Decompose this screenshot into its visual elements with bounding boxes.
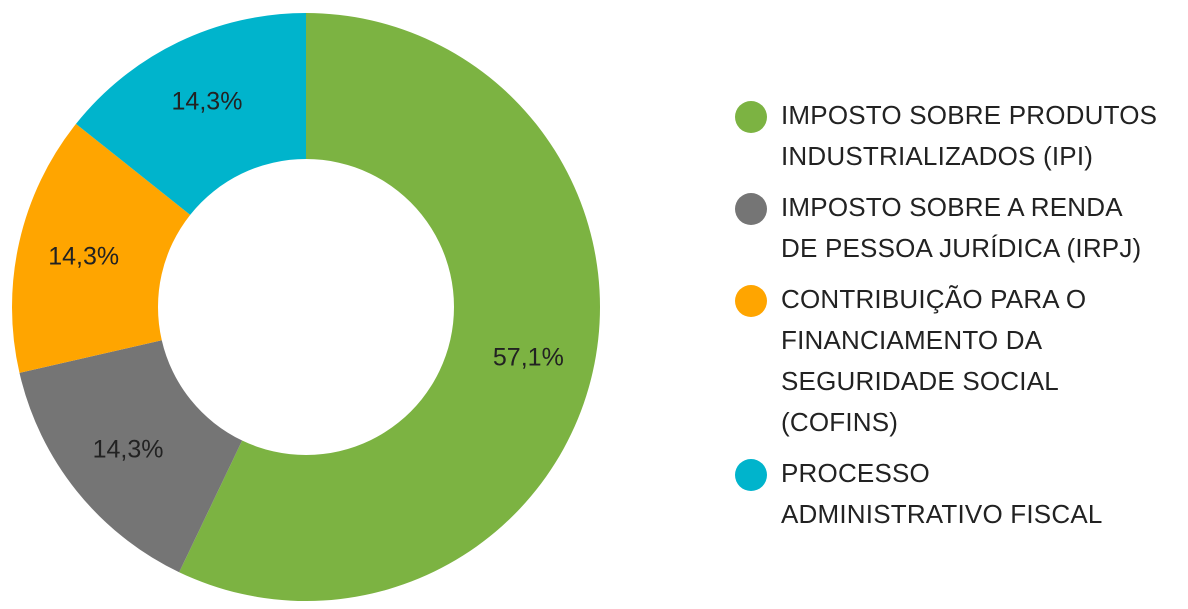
legend-line: INDUSTRIALIZADOS (IPI): [781, 141, 1094, 171]
legend-line: PROCESSO: [781, 458, 930, 488]
legend-label-irpj: IMPOSTO SOBRE A RENDA DE PESSOA JURÍDICA…: [781, 187, 1141, 269]
slice-label-paf: 14,3%: [172, 88, 243, 116]
donut-chart: 57,1% 14,3% 14,3% 14,3%: [12, 13, 601, 601]
legend-item-paf: PROCESSO ADMINISTRATIVO FISCAL: [735, 453, 1175, 535]
slice-irpj: [19, 340, 243, 573]
slice-label-cofins: 14,3%: [48, 243, 119, 271]
legend-label-ipi: IMPOSTO SOBRE PRODUTOS INDUSTRIALIZADOS …: [781, 95, 1157, 177]
legend-line: (COFINS): [781, 407, 899, 437]
slice-cofins: [12, 123, 191, 373]
legend-line: SEGURIDADE SOCIAL: [781, 366, 1059, 396]
legend-swatch-cofins: [735, 285, 767, 317]
legend-swatch-irpj: [735, 193, 767, 225]
slice-paf: [75, 13, 306, 215]
legend-line: ADMINISTRATIVO FISCAL: [781, 499, 1103, 529]
chart-legend: IMPOSTO SOBRE PRODUTOS INDUSTRIALIZADOS …: [735, 95, 1175, 545]
legend-line: DE PESSOA JURÍDICA (IRPJ): [781, 233, 1142, 263]
slice-label-irpj: 14,3%: [93, 436, 164, 464]
legend-line: FINANCIAMENTO DA: [781, 325, 1043, 355]
legend-item-irpj: IMPOSTO SOBRE A RENDA DE PESSOA JURÍDICA…: [735, 187, 1175, 269]
legend-label-paf: PROCESSO ADMINISTRATIVO FISCAL: [781, 453, 1103, 535]
legend-swatch-ipi: [735, 101, 767, 133]
slice-label-ipi: 57,1%: [493, 343, 564, 371]
legend-line: CONTRIBUIÇÃO PARA O: [781, 284, 1087, 314]
legend-item-ipi: IMPOSTO SOBRE PRODUTOS INDUSTRIALIZADOS …: [735, 95, 1175, 177]
legend-swatch-paf: [735, 459, 767, 491]
legend-line: IMPOSTO SOBRE A RENDA: [781, 192, 1123, 222]
slice-ipi: [179, 13, 601, 601]
legend-item-cofins: CONTRIBUIÇÃO PARA O FINANCIAMENTO DA SEG…: [735, 279, 1175, 443]
legend-label-cofins: CONTRIBUIÇÃO PARA O FINANCIAMENTO DA SEG…: [781, 279, 1086, 443]
legend-line: IMPOSTO SOBRE PRODUTOS: [781, 100, 1158, 130]
